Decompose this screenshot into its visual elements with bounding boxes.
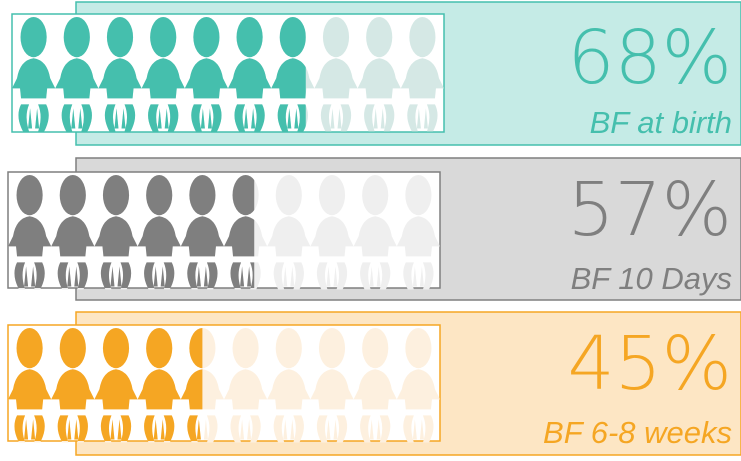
category-label: BF 10 Days [571,261,732,296]
percent-label: 68% [568,15,732,101]
category-label: BF 6-8 weeks [543,415,732,450]
percent-label: 45% [568,321,732,407]
percent-label: 57% [568,167,732,253]
filled-icons [8,175,255,288]
filled-icons [12,17,306,132]
category-label: BF at birth [590,105,732,140]
filled-icons [8,328,203,441]
